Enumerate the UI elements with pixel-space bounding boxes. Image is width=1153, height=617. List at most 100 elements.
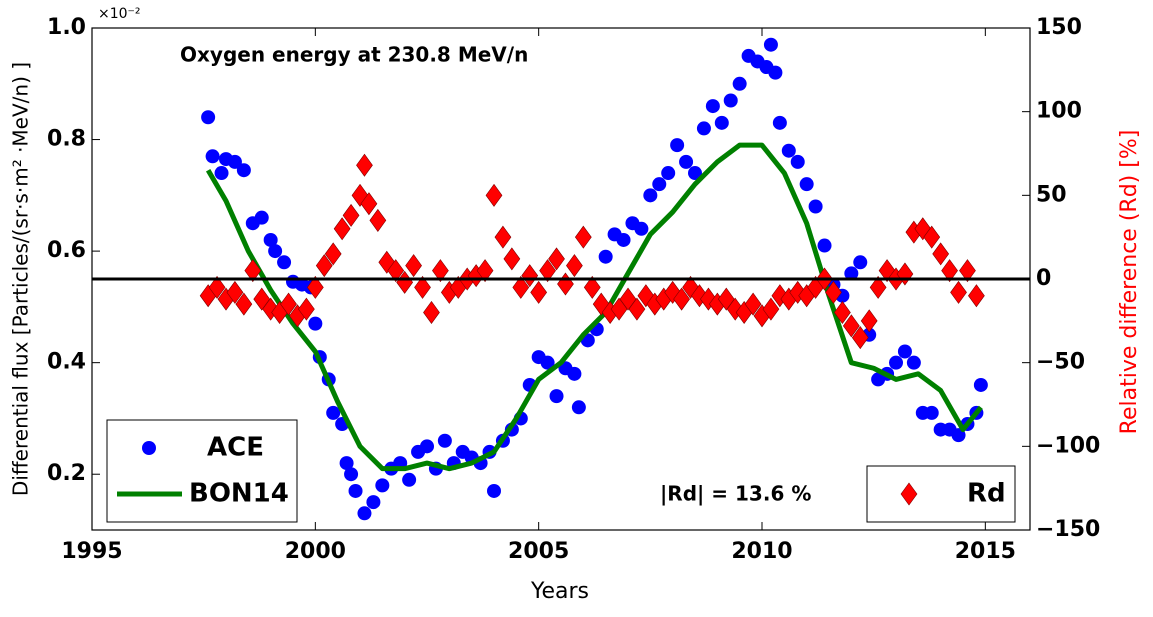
diamond-marker: [968, 284, 985, 308]
y2-tick-label: −100: [1036, 433, 1100, 458]
circle-marker: [549, 389, 564, 404]
circle-marker: [339, 456, 354, 471]
diamond-marker: [387, 259, 405, 283]
circle-marker: [906, 355, 921, 370]
circle-marker: [375, 478, 390, 493]
circle-marker: [268, 244, 283, 259]
diamond-marker: [208, 275, 226, 299]
circle-marker: [567, 366, 582, 381]
circle-marker: [781, 143, 796, 158]
diamond-marker: [414, 275, 431, 299]
circle-marker: [768, 65, 783, 80]
diamond-marker: [900, 482, 918, 506]
diamond-marker: [744, 292, 762, 316]
diamond-marker: [950, 280, 967, 304]
circle-marker: [214, 166, 229, 181]
diamond-marker: [405, 254, 422, 278]
diamond-marker: [869, 275, 887, 299]
circle-marker: [277, 255, 292, 270]
diamond-marker: [574, 225, 592, 249]
circle-marker: [616, 232, 631, 247]
y-tick-label: 0.2: [47, 461, 86, 486]
diamond-marker: [342, 203, 360, 227]
circle-marker: [763, 37, 778, 52]
x-tick-label: 2010: [731, 539, 792, 564]
diamond-marker: [834, 300, 851, 324]
diamond-marker: [244, 259, 262, 283]
circle-marker: [348, 483, 363, 498]
circle-marker: [643, 188, 658, 203]
diamond-marker: [842, 314, 860, 338]
diamond-marker: [959, 259, 976, 283]
circle-marker: [227, 154, 242, 169]
y-tick-label: 1.0: [47, 15, 86, 40]
circle-marker: [357, 506, 372, 521]
diamond-marker: [369, 208, 387, 232]
circle-marker: [571, 400, 586, 415]
circle-marker: [661, 166, 676, 181]
diamond-marker: [583, 275, 601, 299]
diamond-marker: [306, 275, 324, 299]
circle-marker: [696, 121, 711, 136]
diamond-marker: [235, 292, 253, 316]
y-tick-label: 0.6: [47, 238, 86, 263]
diamond-marker: [485, 183, 503, 207]
x-tick-label: 2015: [955, 539, 1016, 564]
diamond-marker: [860, 309, 878, 333]
circle-marker: [142, 441, 156, 455]
diamond-marker: [360, 192, 378, 216]
diamond-marker: [494, 225, 512, 249]
circle-marker: [723, 93, 738, 108]
diamond-marker: [548, 247, 565, 271]
circle-marker: [344, 467, 359, 482]
circle-marker: [799, 177, 814, 192]
legend-label: BON14: [189, 479, 289, 509]
circle-marker: [714, 115, 729, 130]
circle-marker: [437, 433, 452, 448]
circle-marker: [326, 405, 341, 420]
circle-marker: [897, 344, 912, 359]
circle-marker: [308, 316, 323, 331]
diamond-marker: [315, 254, 333, 278]
circle-marker: [705, 99, 720, 114]
circle-marker: [844, 266, 859, 281]
circle-marker: [205, 149, 220, 164]
x-tick-label: 1995: [61, 539, 122, 564]
y2-tick-label: −150: [1036, 517, 1100, 542]
circle-marker: [772, 115, 787, 130]
diamond-marker: [333, 217, 351, 241]
diamond-marker: [298, 297, 315, 321]
circle-marker: [924, 405, 939, 420]
legend-box: [106, 419, 298, 523]
diamond-marker: [432, 259, 449, 283]
diamond-marker: [280, 292, 297, 316]
circle-marker: [254, 210, 269, 225]
circle-marker: [790, 154, 805, 169]
diamond-marker: [628, 297, 646, 321]
diamond-marker: [762, 297, 780, 321]
circle-marker: [598, 249, 613, 264]
diamond-marker: [923, 225, 941, 249]
y2-tick-label: 100: [1036, 99, 1082, 124]
annotation: |Rd| = 13.6 %: [660, 482, 811, 506]
circle-marker: [420, 439, 434, 454]
circle-marker: [402, 472, 417, 487]
diamond-marker: [356, 153, 373, 177]
diamond-marker: [226, 280, 244, 304]
circle-marker: [652, 177, 667, 192]
circle-marker: [889, 355, 903, 370]
y2-tick-label: 0: [1036, 266, 1051, 291]
diamond-marker: [673, 287, 690, 311]
legend-label: Rd: [967, 479, 1006, 509]
circle-marker: [540, 355, 555, 370]
diamond-marker: [521, 264, 539, 288]
diamond-marker: [539, 259, 556, 283]
circle-marker: [670, 138, 685, 153]
x-axis-label: Years: [530, 579, 589, 604]
diamond-marker: [476, 259, 494, 283]
y-axis-label: Differential flux [Particles/(sr·s·m² ·M…: [9, 62, 33, 496]
diamond-marker: [324, 242, 342, 266]
circle-marker: [487, 483, 501, 498]
series-line: [205, 142, 983, 472]
